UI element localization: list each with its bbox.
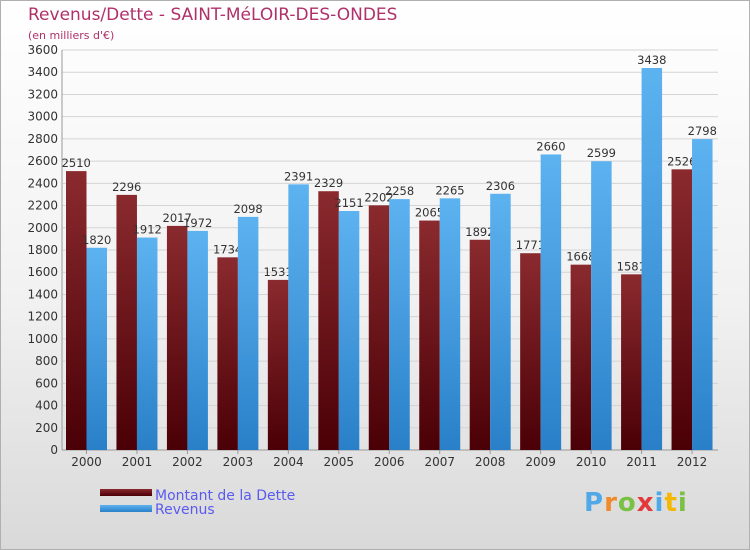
chart-subtitle: (en milliers d'€): [28, 29, 115, 42]
y-tick-label: 800: [35, 354, 58, 368]
data-label-revenus: 2599: [587, 146, 616, 160]
bar-revenus: [187, 230, 208, 450]
legend-label-dette: Montant de la Dette: [155, 488, 295, 504]
x-tick-label: 2002: [172, 455, 203, 469]
data-label-dette: 2296: [112, 180, 141, 194]
y-tick-label: 3200: [27, 87, 58, 101]
data-label-dette: 2065: [415, 206, 444, 220]
bar-revenus: [591, 161, 612, 450]
legend-swatch-dette: [100, 489, 152, 496]
y-tick-label: 3400: [27, 65, 58, 79]
bar-dette: [469, 239, 491, 450]
data-label-revenus: 3438: [637, 53, 666, 67]
data-label-revenus: 1972: [183, 216, 212, 230]
bar-dette: [66, 171, 87, 450]
x-tick-label: 2001: [122, 455, 153, 469]
bar-dette: [671, 169, 693, 451]
y-tick-label: 1400: [27, 287, 58, 301]
y-tick-label: 2800: [27, 132, 58, 146]
bar-revenus: [136, 237, 158, 450]
bar-revenus: [692, 139, 713, 450]
x-tick-label: 2007: [424, 455, 455, 469]
data-label-revenus: 2098: [233, 202, 262, 216]
y-tick-label: 3600: [27, 43, 58, 57]
y-tick-label: 2200: [27, 199, 58, 213]
bar-revenus: [288, 184, 309, 451]
legend: Montant de la Dette Revenus: [100, 488, 295, 518]
y-tick-label: 2600: [27, 154, 58, 168]
y-tick-label: 1600: [27, 265, 58, 279]
proxiti-logo: Proxiti: [584, 488, 688, 518]
data-label-dette: 1771: [516, 238, 545, 252]
data-label-revenus: 2151: [334, 196, 363, 210]
x-tick-label: 2006: [374, 455, 405, 469]
data-label-dette: 2202: [364, 190, 393, 204]
y-tick-label: 1000: [27, 332, 58, 346]
y-tick-label: 3000: [27, 110, 58, 124]
y-tick-label: 600: [35, 376, 58, 390]
x-tick-label: 2010: [576, 455, 607, 469]
bar-revenus: [389, 199, 410, 450]
data-label-revenus: 1912: [133, 223, 162, 237]
x-tick-label: 2003: [223, 455, 254, 469]
y-tick-label: 0: [50, 443, 58, 457]
x-tick-label: 2005: [324, 455, 355, 469]
data-label-revenus: 2258: [385, 184, 414, 198]
data-label-revenus: 2660: [536, 139, 565, 153]
y-tick-label: 2000: [27, 221, 58, 235]
y-tick-label: 1800: [27, 243, 58, 257]
bar-dette: [318, 191, 339, 450]
data-label-revenus: 2391: [284, 169, 313, 183]
y-tick-label: 200: [35, 421, 58, 435]
data-label-dette: 2526: [667, 154, 696, 168]
x-tick-label: 2004: [273, 455, 304, 469]
legend-label-revenus: Revenus: [155, 502, 215, 518]
bar-revenus: [439, 198, 461, 450]
x-tick-label: 2009: [525, 455, 556, 469]
data-label-dette: 1734: [213, 242, 242, 256]
bar-dette: [570, 264, 592, 450]
data-label-dette: 2329: [314, 176, 343, 190]
bar-dette: [621, 274, 642, 450]
x-tick-label: 2012: [677, 455, 708, 469]
y-axis: 0 200 400 600 800 1000 1200 1400 1600 1800 2000 220…: [27, 43, 718, 457]
data-label-revenus: 2798: [688, 124, 717, 138]
data-label-revenus: 2265: [435, 183, 464, 197]
bar-dette: [368, 205, 390, 450]
y-tick-label: 1200: [27, 310, 58, 324]
bar-revenus: [641, 68, 663, 450]
bar-dette: [217, 257, 238, 450]
data-label-dette: 2510: [62, 156, 91, 170]
data-label-dette: 1581: [617, 259, 646, 273]
data-label-revenus: 2306: [486, 179, 515, 193]
chart-title: Revenus/Dette - SAINT-MéLOIR-DES-ONDES: [28, 5, 398, 25]
bar-dette: [267, 279, 289, 450]
bar-revenus: [338, 211, 360, 450]
data-label-dette: 1531: [263, 265, 292, 279]
bar-dette: [419, 220, 440, 450]
data-label-dette: 1892: [465, 225, 494, 239]
y-tick-label: 400: [35, 399, 58, 413]
bar-revenus: [540, 154, 562, 450]
x-axis: 2000 2001 2002 2003 2004 2005 2006 2007 2008 2009…: [71, 450, 707, 469]
x-tick-label: 2008: [475, 455, 506, 469]
bar-dette: [166, 225, 188, 450]
bar-dette: [116, 194, 137, 450]
bar-revenus: [86, 247, 107, 450]
data-label-revenus: 1820: [82, 233, 111, 247]
bar-revenus: [490, 193, 511, 450]
legend-swatch-revenus: [100, 505, 152, 512]
y-tick-label: 2400: [27, 176, 58, 190]
data-label-dette: 2017: [163, 211, 192, 225]
data-label-dette: 1668: [566, 250, 595, 264]
x-tick-label: 2000: [71, 455, 102, 469]
bar-revenus: [237, 216, 259, 450]
bar-dette: [520, 253, 541, 450]
x-tick-label: 2011: [626, 455, 657, 469]
